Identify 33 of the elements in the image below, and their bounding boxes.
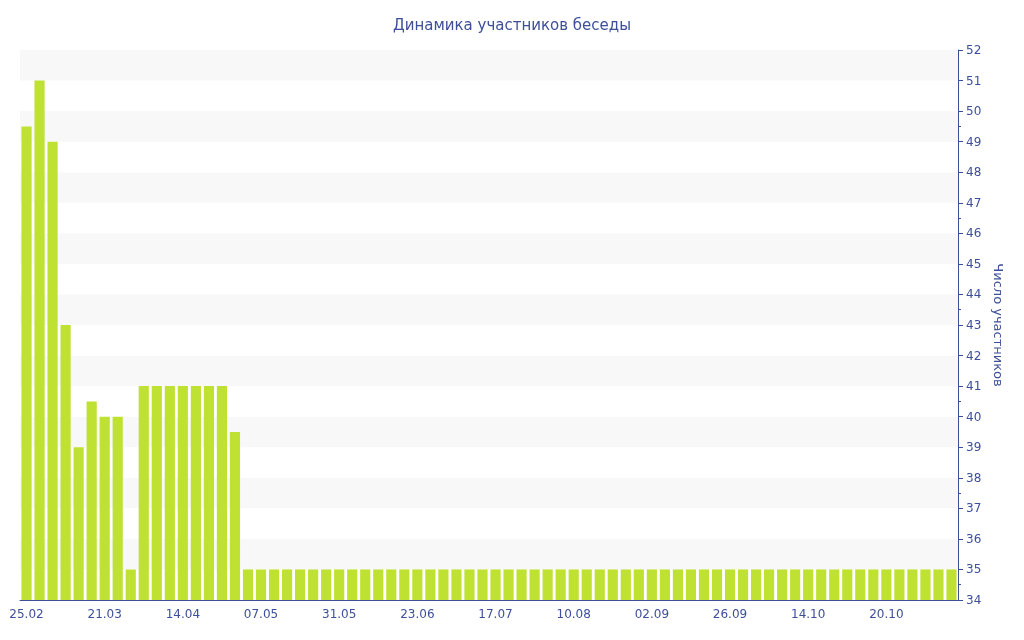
y2-tick-label: 52 — [966, 43, 982, 57]
x-tick-label: 17.07 — [478, 607, 513, 621]
y2-tick-label: 51 — [966, 73, 982, 88]
y2-tick-label: 42 — [966, 348, 982, 363]
y2-tick-label: 43 — [966, 318, 982, 332]
x-tick-label: 07.05 — [243, 607, 279, 621]
x-tick-label: 14.10 — [791, 607, 826, 621]
y2-tick-label: 46 — [966, 226, 982, 241]
x-tick-label: 23.06 — [400, 607, 435, 621]
y2-tick-label: 37 — [966, 501, 982, 516]
y2-tick-label: 39 — [966, 440, 982, 455]
y2-tick-label: 50 — [966, 104, 982, 119]
y2-tick-label: 38 — [966, 470, 982, 485]
y2-axis-title: Число участников — [991, 263, 1007, 387]
y2-tick-label: 40 — [966, 409, 982, 424]
x-tick-label: 02.09 — [634, 607, 670, 621]
x-tick-label: 31.05 — [322, 607, 357, 621]
y2-tick-label: 47 — [966, 195, 982, 210]
y2-tick-label: 44 — [966, 287, 982, 302]
x-tick-label: 10.08 — [556, 607, 591, 621]
x-tick-label: 21.03 — [87, 607, 122, 621]
y2-tick-label: 48 — [966, 165, 982, 180]
y2-tick-label: 41 — [966, 379, 982, 394]
y2-tick-label: 35 — [966, 562, 982, 577]
x-tick-label: 20.10 — [869, 607, 904, 621]
x-tick-label: 25.02 — [9, 607, 44, 621]
y2-tick-label: 45 — [966, 256, 982, 271]
x-tick-label: 14.04 — [165, 607, 201, 621]
y2-tick-label: 34 — [966, 593, 982, 607]
y2-tick-label: 49 — [966, 134, 982, 149]
chart-title: Динамика участников беседы — [392, 15, 632, 34]
y2-tick-label: 36 — [966, 531, 982, 546]
x-tick-label: 26.09 — [712, 607, 748, 621]
